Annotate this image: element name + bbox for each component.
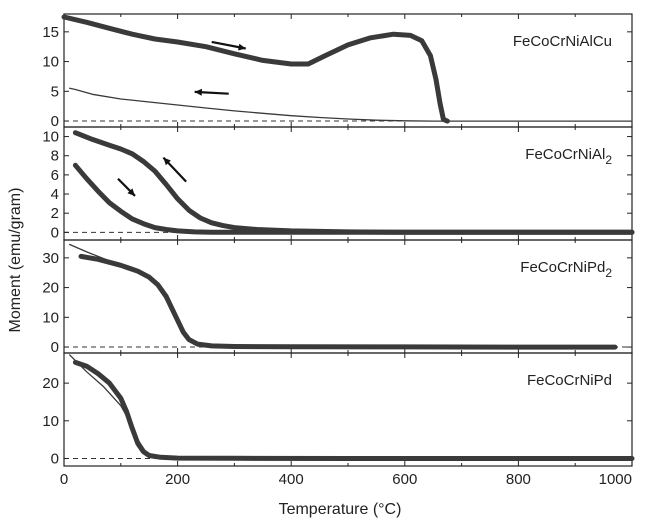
series-line [78, 253, 618, 350]
y-tick-label: 5 [51, 83, 59, 100]
y-tick-label: 10 [42, 413, 59, 430]
y-tick-label: 6 [51, 167, 59, 184]
panel-3: 0 10 20 30 FeCoCrNiPd2 [42, 239, 633, 356]
arrow-head [194, 88, 203, 96]
panel-label-main: FeCoCrNiPd [520, 259, 605, 276]
panel-label: FeCoCrNiAlCu [513, 33, 612, 50]
series-line [72, 130, 635, 235]
series-line [72, 162, 635, 235]
y-tick-label: 8 [51, 148, 59, 165]
panel-label-subscript: 2 [605, 153, 612, 167]
x-tick-label: 400 [279, 471, 304, 488]
panel-label-main: FeCoCrNiAlCu [513, 33, 612, 50]
arrow-head [127, 188, 135, 196]
x-axis: 0 200 400 600 800 1000 [60, 471, 632, 488]
y-tick-label: 4 [51, 186, 59, 203]
series-line [72, 359, 635, 461]
panel-frame [63, 352, 633, 467]
panels: 051015FeCoCrNiAlCu0246810FeCoCrNiAl20102… [42, 13, 635, 467]
x-tick-label: 800 [506, 471, 531, 488]
y-tick-label: 10 [42, 129, 59, 146]
arrow-head [163, 157, 171, 166]
x-tick-label: 200 [165, 471, 190, 488]
series-line [69, 87, 633, 122]
y-tick-label: 0 [51, 113, 59, 130]
panel-label-main: FeCoCrNiAl [525, 146, 605, 163]
y-axis-title: Moment (emu/gram) [7, 188, 24, 333]
y-tick-label: 10 [42, 309, 59, 326]
y-tick-label: 2 [51, 205, 59, 222]
panel-4: 0 10 20 FeCoCrNiPd [42, 352, 635, 467]
panel-label-main: FeCoCrNiPd [527, 372, 612, 389]
panel-label: FeCoCrNiPd2 [520, 259, 612, 280]
panel-label-subscript: 2 [605, 266, 612, 280]
series-line [69, 354, 156, 458]
x-tick-label: 1000 [599, 471, 632, 488]
y-tick-label: 30 [42, 250, 59, 267]
y-tick-label: 0 [51, 224, 59, 241]
y-tick-label: 20 [42, 375, 59, 392]
x-axis-title: Temperature (°C) [279, 501, 402, 518]
x-tick-label: 600 [392, 471, 417, 488]
panel-frame [63, 239, 633, 354]
panel-label: FeCoCrNiPd [527, 372, 612, 389]
panel-1: 0 5 10 15 FeCoCrNiAlCu [42, 13, 633, 130]
y-tick-label: 10 [42, 54, 59, 71]
x-tick-label: 0 [60, 471, 68, 488]
y-tick-label: 15 [42, 24, 59, 41]
y-tick-label: 20 [42, 280, 59, 297]
panel-frame [63, 13, 633, 128]
panel-label: FeCoCrNiAl2 [525, 146, 612, 167]
y-tick-label: 0 [51, 339, 59, 356]
series-line [61, 14, 450, 124]
arrow-head [238, 43, 246, 51]
y-tick-label: 0 [51, 450, 59, 467]
